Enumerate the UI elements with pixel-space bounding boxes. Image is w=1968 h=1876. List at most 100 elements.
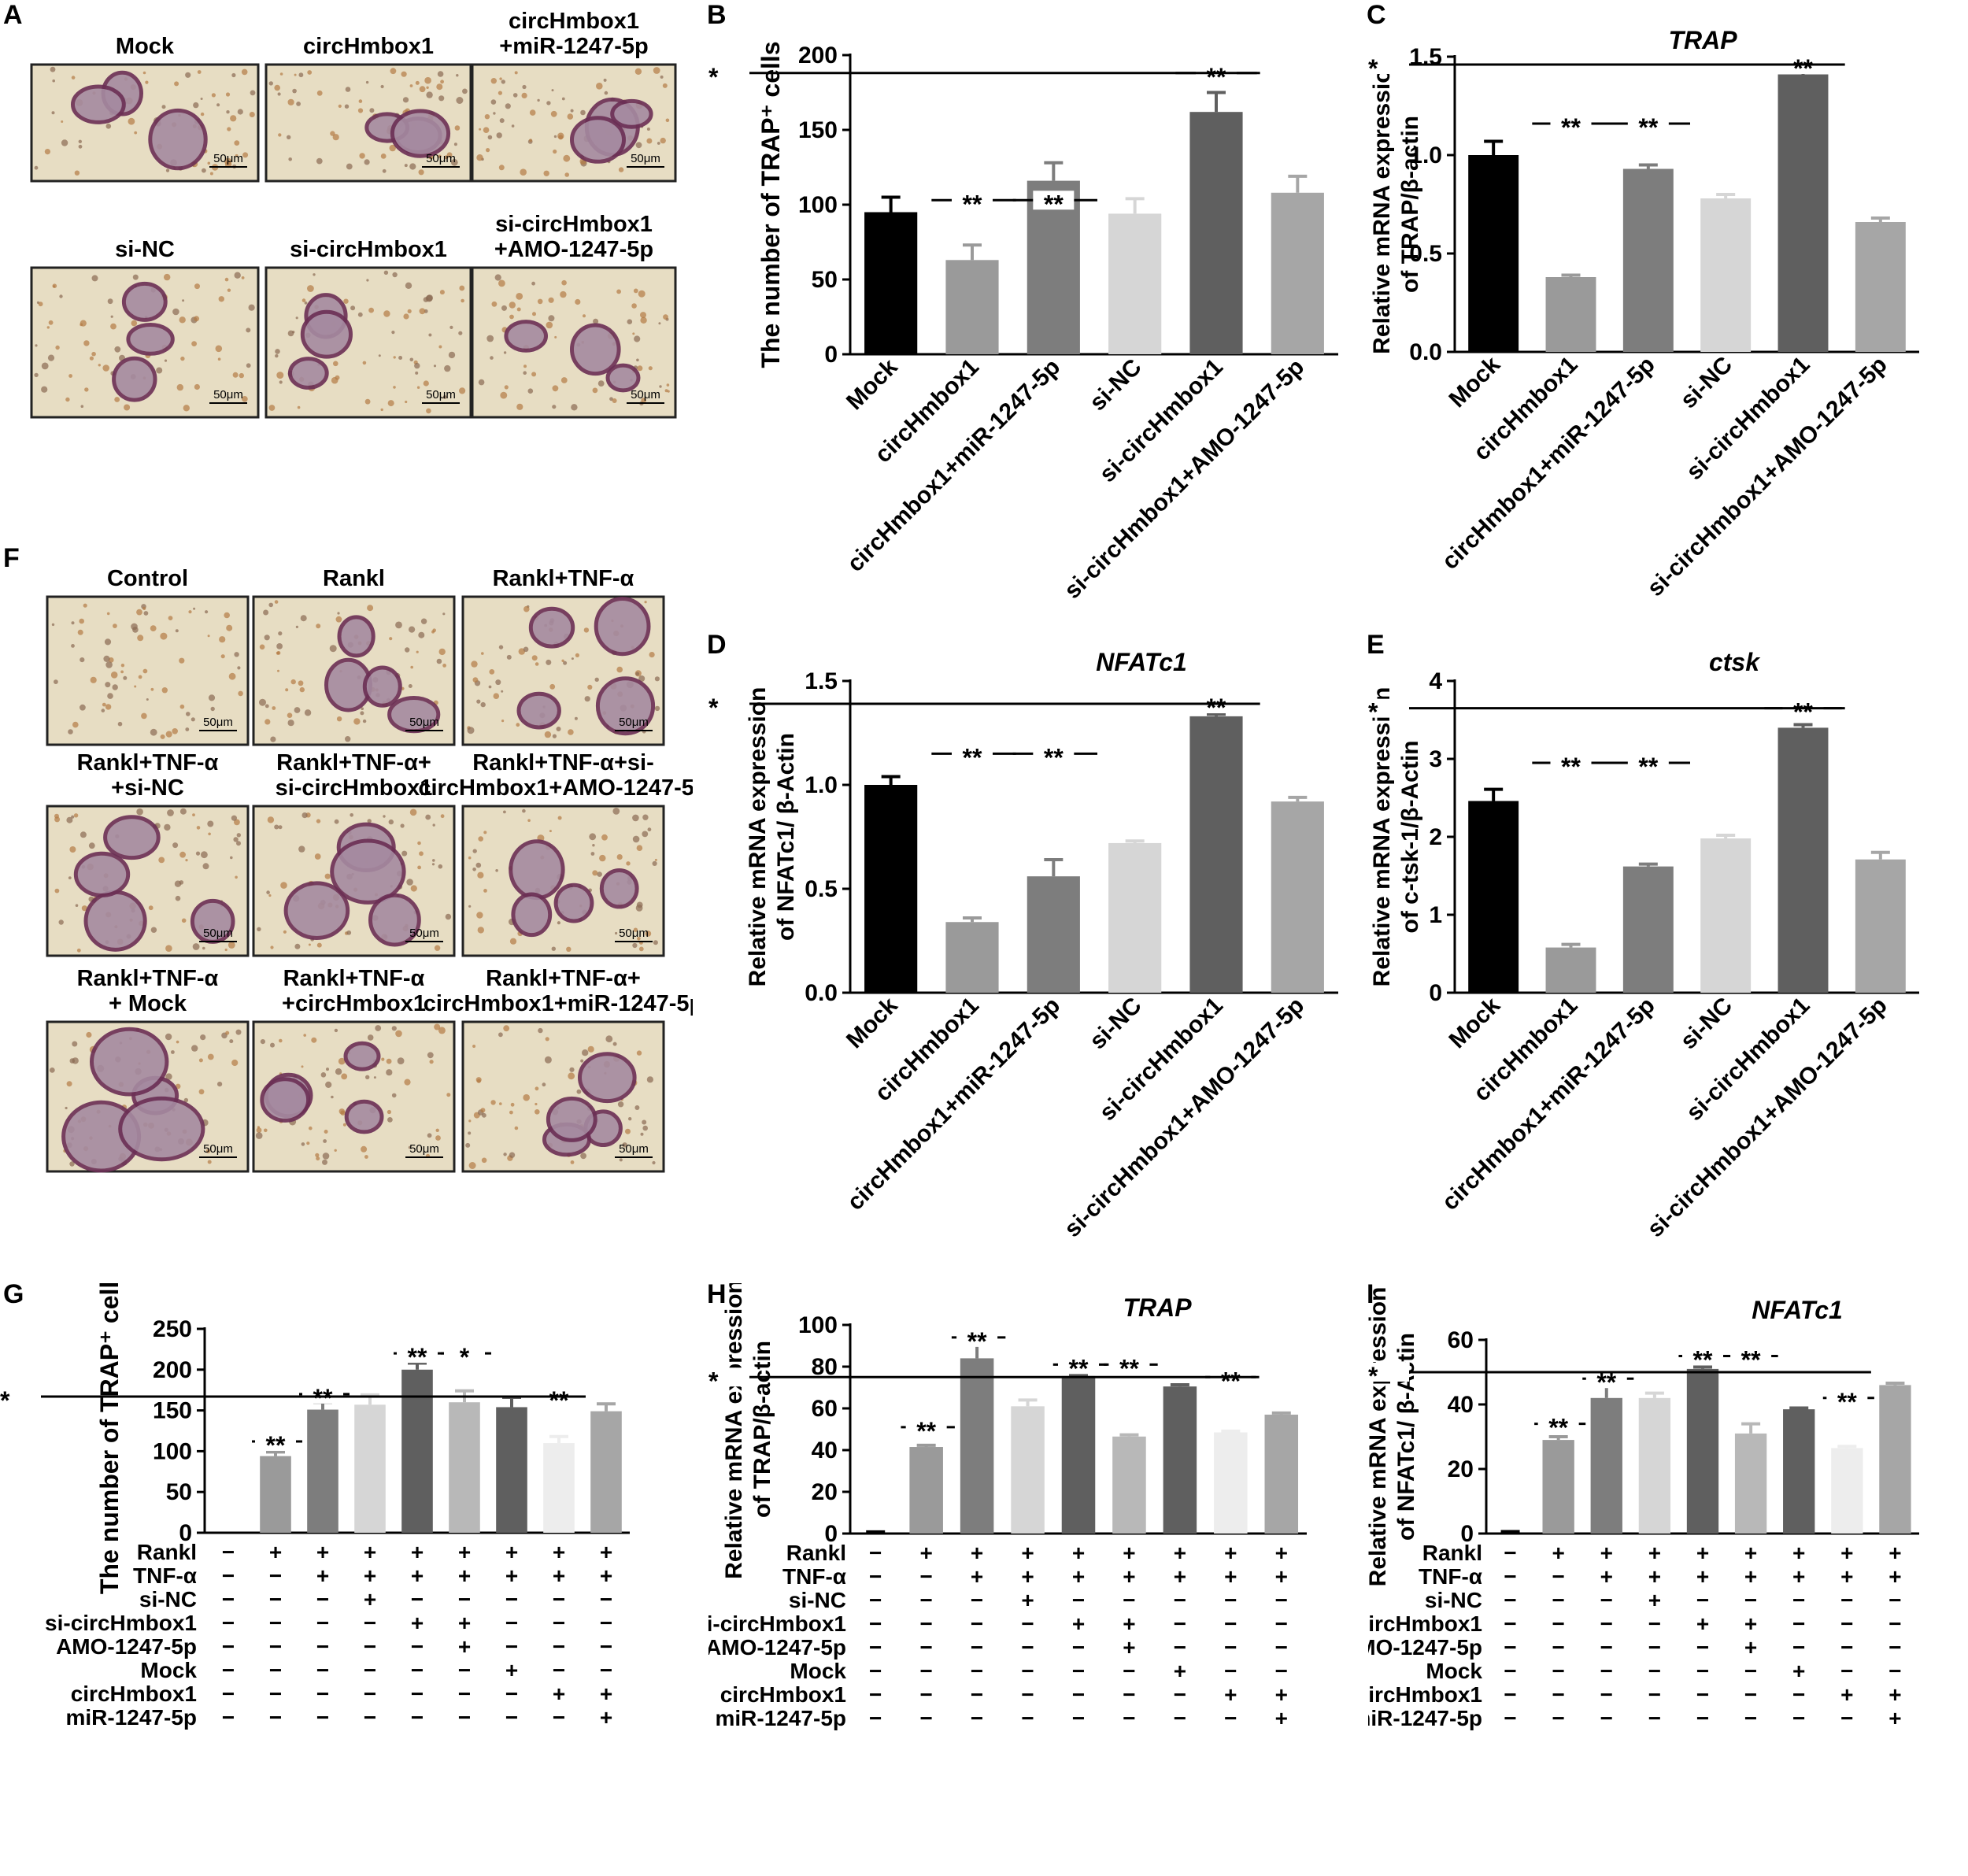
panel-a-image-2-dot bbox=[268, 81, 273, 86]
panel-f-image-2-dot bbox=[264, 719, 271, 725]
panel-f-image-9-dot bbox=[535, 1086, 539, 1091]
panel-f-image-9-dot bbox=[640, 1132, 644, 1136]
panel-f-image-2-dot bbox=[345, 736, 351, 742]
panel-f-image-4-dot bbox=[172, 842, 179, 849]
chart-i-bar bbox=[1542, 1440, 1574, 1534]
chart-c-y-label-line1: Relative mRNA expression bbox=[1369, 54, 1395, 354]
chart-i-cell: − bbox=[1792, 1682, 1805, 1707]
panel-a-image-5-dot bbox=[275, 353, 279, 358]
panel-a-image-3-dot bbox=[550, 110, 557, 117]
chart-i-cell: − bbox=[1792, 1611, 1805, 1636]
chart-g-row-label: TNF-α bbox=[133, 1563, 197, 1588]
panel-a-image-5-dot bbox=[313, 273, 316, 276]
panel-f-image-3-dot bbox=[568, 729, 574, 735]
panel-f-image-3-dot bbox=[571, 657, 574, 660]
panel-a-image-2-scale-label: 50μm bbox=[426, 152, 456, 165]
chart-h-cell: − bbox=[1275, 1659, 1288, 1683]
panel-f-image-9-dot bbox=[580, 1153, 586, 1160]
panel-a-image-5-dot bbox=[333, 361, 338, 367]
panel-f-image-3-dot bbox=[552, 734, 557, 738]
panel-a-image-3-dot bbox=[557, 132, 564, 139]
panel-f-image-6-dot bbox=[472, 849, 477, 853]
chart-g-cell: − bbox=[364, 1611, 376, 1635]
panel-f-image-5-dot bbox=[438, 864, 443, 869]
chart-i-cell: − bbox=[1600, 1682, 1613, 1707]
panel-a-image-5-dot bbox=[279, 380, 283, 384]
panel-f-image-6-dot bbox=[592, 844, 595, 847]
panel-a-image-1-dot bbox=[105, 124, 112, 129]
panel-f-image-5-dot bbox=[283, 930, 287, 934]
panel-f-image-1-dot bbox=[72, 721, 79, 728]
panel-f-image-1-dot bbox=[107, 693, 113, 699]
panel-a-image-6-dot bbox=[571, 404, 578, 411]
chart-g-cell: − bbox=[222, 1682, 235, 1706]
chart-i-y-tick-label: 40 bbox=[1448, 1392, 1474, 1418]
panel-a-image-2-dot bbox=[358, 99, 363, 103]
chart-d-bar bbox=[945, 922, 999, 993]
panel-a-image-5-dot bbox=[423, 380, 429, 387]
panel-f-image-8-dot bbox=[301, 1065, 304, 1068]
chart-h-cell: + bbox=[1123, 1541, 1135, 1565]
panel-f-image-1: 50μm bbox=[46, 595, 250, 746]
panel-f-image-7-dot bbox=[69, 1161, 75, 1167]
panel-a-image-1-dot bbox=[224, 157, 232, 165]
panel-a-image-1-dot bbox=[234, 140, 240, 146]
panel-f-image-2-dot bbox=[259, 698, 266, 706]
panel-a-image-5-dot bbox=[383, 270, 389, 275]
panel-a-image-3-dot bbox=[479, 128, 482, 131]
panel-a-image-5-dot bbox=[405, 400, 408, 404]
panel-a-image-4-dot bbox=[38, 302, 43, 307]
chart-h-significance-label: ** bbox=[916, 1417, 936, 1445]
panel-f-image-9-dot bbox=[542, 1082, 546, 1087]
panel-f-image-9-dot bbox=[576, 1089, 582, 1094]
chart-h-cell: − bbox=[1123, 1706, 1135, 1730]
panel-f-image-4-dot bbox=[202, 863, 209, 870]
chart-g-row-label: miR-1247-5p bbox=[65, 1705, 197, 1730]
panel-f-image-7-dot bbox=[191, 1045, 198, 1052]
panel-a-image-1-dot bbox=[134, 131, 138, 135]
panel-f-image-9-dot bbox=[476, 1079, 481, 1083]
panel-a-image-1-dot bbox=[197, 70, 202, 74]
panel-f-image-7-dot bbox=[198, 1089, 205, 1095]
chart-g-cell: − bbox=[269, 1563, 282, 1588]
panel-a-image-6-title: +AMO-1247-5p bbox=[494, 237, 653, 262]
panel-f-image-4-scale-label: 50μm bbox=[203, 927, 233, 940]
panel-f-image-8-dot bbox=[381, 1057, 385, 1061]
panel-a-image-6-dot bbox=[633, 288, 638, 294]
panel-a-image-2-dot bbox=[389, 144, 396, 152]
panel-f-image-8-osteoclast bbox=[343, 1041, 381, 1071]
chart-c-bar bbox=[1545, 277, 1596, 352]
panel-a-image-3-dot bbox=[546, 101, 551, 105]
panel-f-image-6-dot bbox=[635, 905, 643, 912]
chart-b-significance-label: ** bbox=[1044, 190, 1064, 218]
panel-a-image-3-dot bbox=[501, 80, 505, 84]
chart-g-cell: − bbox=[600, 1658, 612, 1682]
panel-a-image-5-dot bbox=[416, 386, 420, 389]
chart-i-row-label: Mock bbox=[1426, 1659, 1482, 1683]
panel-f-image-8-dot bbox=[397, 1057, 405, 1064]
panel-f-image-2-dot bbox=[395, 621, 402, 629]
panel-a-image-5-dot bbox=[403, 313, 409, 320]
panel-a-image-6-osteoclast bbox=[605, 363, 641, 393]
chart-i-cell: − bbox=[1552, 1564, 1564, 1589]
panel-a-image-6-dot bbox=[627, 319, 633, 325]
chart-e-bar bbox=[1545, 947, 1596, 993]
chart-g-cell: − bbox=[458, 1705, 471, 1730]
chart-i-cell: + bbox=[1744, 1564, 1757, 1589]
panel-f-image-2-osteoclast bbox=[362, 665, 402, 708]
panel-f-image-4-dot bbox=[68, 876, 72, 879]
chart-i-significance-gap bbox=[1682, 1346, 1723, 1366]
panel-a-image-2-osteoclast bbox=[390, 109, 451, 158]
panel-f-image-9-dot bbox=[499, 1102, 502, 1105]
panel-f-image-7-dot bbox=[183, 1097, 189, 1103]
panel-f-image-5-dot bbox=[419, 851, 424, 857]
panel-a-image-5-dot bbox=[362, 361, 367, 365]
panel-a-image-4-dot bbox=[35, 344, 38, 347]
panel-f-image-6-dot bbox=[509, 938, 517, 945]
panel-f-image-3-dot bbox=[480, 701, 486, 708]
panel-a-image-3-dot bbox=[660, 137, 666, 144]
chart-g-significance-label: ** bbox=[408, 1343, 427, 1371]
panel-f-image-4-title: +si-NC bbox=[111, 775, 184, 801]
panel-f-image-9-dot bbox=[490, 1100, 496, 1105]
chart-h-cell: + bbox=[1123, 1611, 1135, 1636]
